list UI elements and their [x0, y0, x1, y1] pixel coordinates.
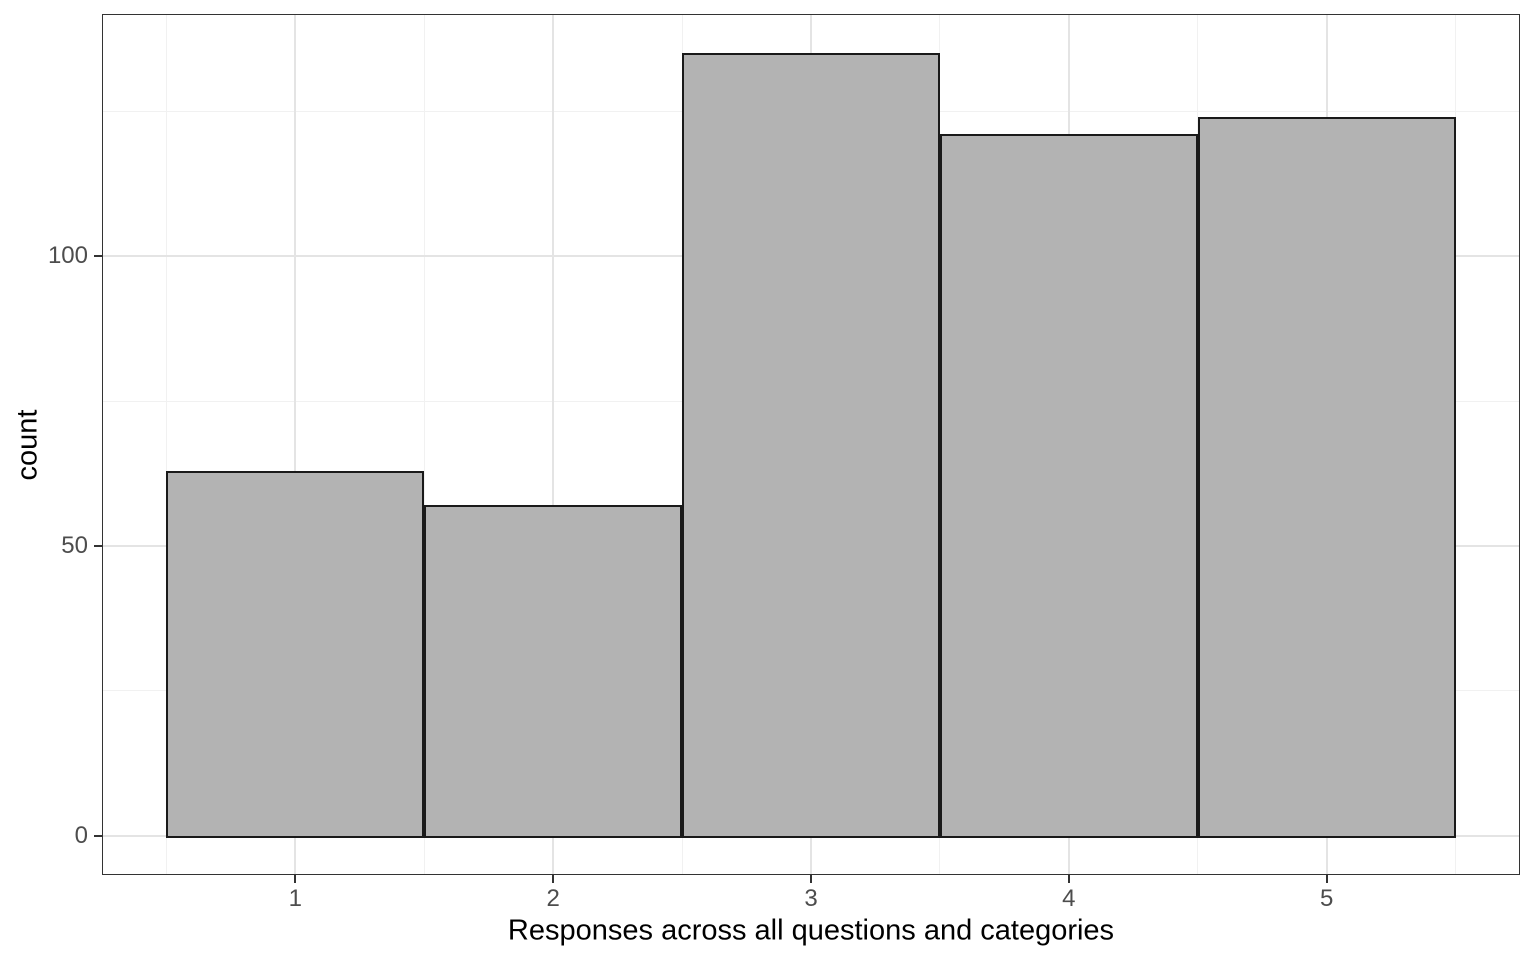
- y-tick-mark: [94, 544, 102, 547]
- y-tick-label: 50: [61, 531, 88, 559]
- histogram-bar: [166, 470, 425, 839]
- histogram-bar: [939, 134, 1198, 839]
- x-tick-mark: [1325, 875, 1328, 883]
- histogram-bar: [1197, 116, 1456, 839]
- y-tick-label: 100: [47, 242, 88, 270]
- y-tick-label: 0: [74, 821, 88, 849]
- x-tick-mark: [552, 875, 555, 883]
- y-axis-title: count: [11, 409, 44, 481]
- x-tick-label: 5: [1319, 885, 1334, 912]
- histogram-bar: [682, 53, 940, 839]
- x-axis-title: Responses across all questions and categ…: [507, 914, 1115, 947]
- plot-panel: [102, 14, 1520, 875]
- x-tick-mark: [1067, 875, 1070, 883]
- y-tick-mark: [94, 255, 102, 258]
- x-minor-gridline: [1455, 14, 1457, 875]
- x-major-gridline: [294, 14, 297, 875]
- x-tick-label: 1: [288, 885, 303, 912]
- x-major-gridline: [552, 14, 555, 875]
- x-tick-label: 3: [804, 885, 818, 912]
- x-tick-mark: [810, 875, 812, 883]
- x-minor-gridline: [165, 14, 167, 875]
- x-tick-mark: [294, 875, 297, 883]
- y-tick-mark: [94, 834, 102, 837]
- x-minor-gridline: [423, 14, 425, 875]
- x-tick-label: 2: [546, 885, 560, 912]
- histogram-bar: [424, 505, 683, 839]
- x-tick-label: 4: [1062, 885, 1076, 912]
